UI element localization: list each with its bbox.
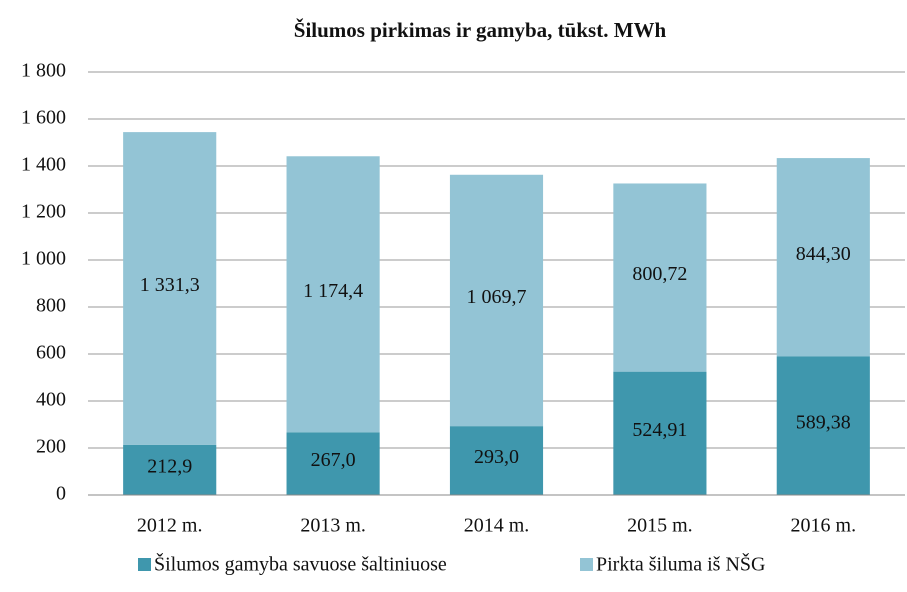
value-label: 212,9 <box>147 456 192 478</box>
x-tick-label: 2016 m. <box>791 515 857 537</box>
legend-swatch <box>138 558 151 571</box>
value-label: 800,72 <box>632 263 687 285</box>
y-tick-label: 1 200 <box>21 201 66 223</box>
bar-segment <box>449 426 544 495</box>
bar-segment <box>286 156 380 433</box>
bar-segment <box>449 174 544 427</box>
value-label: 1 331,3 <box>140 274 200 296</box>
chart-title: Šilumos pirkimas ir gamyba, tūkst. MWh <box>294 18 667 42</box>
value-label: 267,0 <box>311 449 356 471</box>
value-label: 1 069,7 <box>467 286 527 308</box>
y-tick-label: 1 400 <box>21 154 66 176</box>
y-tick-label: 800 <box>36 295 66 317</box>
bar-segment <box>123 444 217 495</box>
x-tick-label: 2015 m. <box>627 515 693 537</box>
y-tick-label: 1 000 <box>21 248 66 270</box>
bar-segment <box>776 356 870 495</box>
legend-label: Pirkta šiluma iš NŠG <box>596 552 765 576</box>
y-tick-label: 1 800 <box>21 60 66 82</box>
bar-segment <box>286 432 380 495</box>
x-tick-label: 2012 m. <box>137 515 203 537</box>
bar-segment <box>613 183 707 372</box>
y-tick-label: 200 <box>36 436 66 458</box>
value-label: 293,0 <box>474 446 519 468</box>
y-tick-label: 400 <box>36 389 66 411</box>
value-label: 1 174,4 <box>303 280 363 302</box>
bar-segment <box>123 132 217 445</box>
x-tick-label: 2014 m. <box>464 515 530 537</box>
y-tick-label: 600 <box>36 342 66 364</box>
x-tick-label: 2013 m. <box>300 515 366 537</box>
legend-label: Šilumos gamyba savuose šaltiniuose <box>154 552 447 576</box>
bar-segment <box>613 371 707 495</box>
legend-swatch <box>580 558 593 571</box>
value-label: 589,38 <box>796 411 851 433</box>
bar-segment <box>776 158 870 357</box>
y-tick-label: 0 <box>56 483 66 505</box>
y-tick-label: 1 600 <box>21 107 66 129</box>
value-label: 524,91 <box>632 419 687 441</box>
value-label: 844,30 <box>796 243 851 265</box>
